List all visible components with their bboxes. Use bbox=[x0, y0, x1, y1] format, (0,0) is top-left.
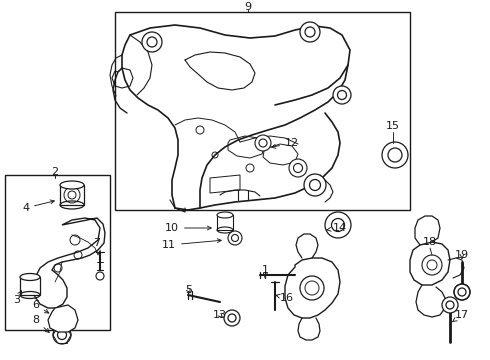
Circle shape bbox=[224, 310, 240, 326]
Text: 5: 5 bbox=[185, 285, 192, 295]
Text: 10: 10 bbox=[165, 223, 211, 233]
Circle shape bbox=[442, 297, 458, 313]
Circle shape bbox=[304, 174, 326, 196]
Polygon shape bbox=[228, 136, 265, 158]
Bar bbox=[5, 175, 110, 330]
Circle shape bbox=[333, 86, 351, 104]
Polygon shape bbox=[33, 218, 105, 308]
Circle shape bbox=[300, 22, 320, 42]
Circle shape bbox=[289, 159, 307, 177]
Text: 11: 11 bbox=[162, 239, 221, 250]
Text: 7: 7 bbox=[93, 238, 100, 254]
Polygon shape bbox=[48, 305, 78, 332]
Text: 6: 6 bbox=[32, 300, 49, 313]
Circle shape bbox=[96, 272, 104, 280]
Circle shape bbox=[64, 187, 80, 203]
Text: 2: 2 bbox=[51, 167, 59, 177]
Text: 14: 14 bbox=[327, 223, 347, 233]
Circle shape bbox=[255, 135, 271, 151]
Text: 18: 18 bbox=[423, 237, 437, 247]
Circle shape bbox=[142, 32, 162, 52]
Polygon shape bbox=[285, 258, 340, 318]
Ellipse shape bbox=[20, 274, 40, 280]
Circle shape bbox=[53, 326, 71, 344]
Circle shape bbox=[300, 276, 324, 300]
Polygon shape bbox=[410, 242, 450, 285]
Text: 19: 19 bbox=[455, 250, 469, 260]
Polygon shape bbox=[20, 277, 40, 295]
Text: 3: 3 bbox=[13, 291, 22, 305]
Circle shape bbox=[325, 212, 351, 238]
Circle shape bbox=[454, 284, 470, 300]
Bar bbox=[115, 12, 410, 210]
Circle shape bbox=[382, 142, 408, 168]
Text: 16: 16 bbox=[276, 293, 294, 303]
Text: 15: 15 bbox=[386, 121, 400, 131]
Text: 13: 13 bbox=[213, 310, 227, 320]
Text: 4: 4 bbox=[22, 200, 54, 213]
Polygon shape bbox=[217, 215, 233, 230]
Ellipse shape bbox=[60, 181, 84, 189]
Polygon shape bbox=[263, 144, 298, 165]
Text: 12: 12 bbox=[272, 138, 299, 148]
Polygon shape bbox=[210, 175, 240, 193]
Ellipse shape bbox=[217, 212, 233, 218]
Text: 17: 17 bbox=[452, 310, 469, 322]
Circle shape bbox=[228, 231, 242, 245]
Polygon shape bbox=[60, 185, 84, 205]
Polygon shape bbox=[112, 68, 133, 88]
Text: 1: 1 bbox=[262, 265, 269, 278]
Circle shape bbox=[23, 279, 37, 293]
Text: 9: 9 bbox=[245, 2, 251, 12]
Text: 8: 8 bbox=[32, 315, 49, 332]
